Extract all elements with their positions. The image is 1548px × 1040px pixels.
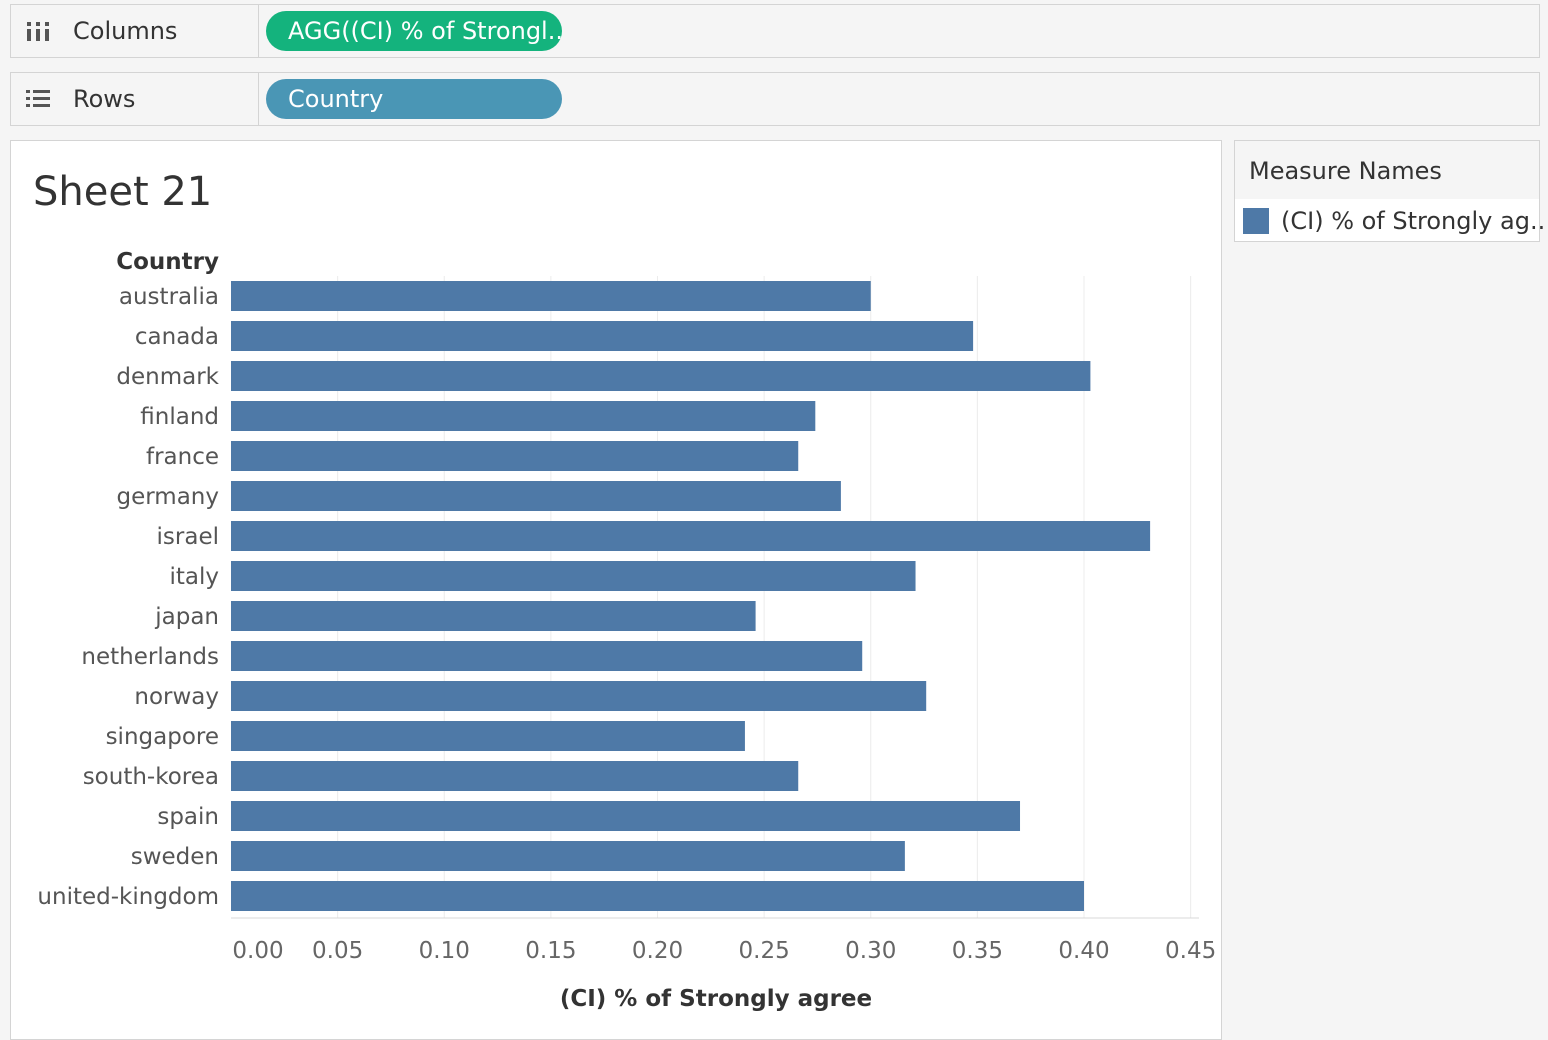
legend: Measure Names (CI) % of Strongly ag.. <box>1234 140 1545 242</box>
bar-finland[interactable] <box>231 401 816 431</box>
bar-south-korea[interactable] <box>231 761 799 791</box>
x-tick-label: 0.00 <box>232 938 283 964</box>
category-label: italy <box>169 564 219 590</box>
worksheet: Sheet 21 0.00 0.05 0.10 0.15 0.20 0.25 0.30 0.3… <box>10 140 1222 1040</box>
x-tick-label: 0.05 <box>312 938 363 964</box>
category-label: denmark <box>116 364 219 390</box>
bar-denmark[interactable] <box>231 361 1091 391</box>
x-tick-label: 0.45 <box>1165 938 1216 964</box>
bar-germany[interactable] <box>231 481 841 511</box>
bar-netherlands[interactable] <box>231 641 863 671</box>
category-label: netherlands <box>81 644 219 670</box>
category-label: canada <box>135 324 219 350</box>
bar-norway[interactable] <box>231 681 927 711</box>
rows-pill[interactable]: Country <box>266 79 562 119</box>
category-label: australia <box>119 284 219 310</box>
bar-spain[interactable] <box>231 801 1021 831</box>
category-label: finland <box>140 404 219 430</box>
legend-title: Measure Names <box>1235 141 1539 199</box>
x-tick-label: 0.40 <box>1058 938 1109 964</box>
rows-label: Rows <box>73 85 136 113</box>
x-tick-label: 0.20 <box>632 938 683 964</box>
legend-item-label: (CI) % of Strongly ag.. <box>1281 207 1546 235</box>
bar-united-kingdom[interactable] <box>231 881 1084 911</box>
x-tick-label: 0.30 <box>845 938 896 964</box>
bar-israel[interactable] <box>231 521 1151 551</box>
x-tick-label: 0.10 <box>419 938 470 964</box>
columns-icon <box>27 22 49 41</box>
bar-italy[interactable] <box>231 561 916 591</box>
columns-shelf: Columns AGG((CI) % of Strongl.. <box>10 4 1540 58</box>
bar-singapore[interactable] <box>231 721 745 751</box>
x-tick-label: 0.35 <box>952 938 1003 964</box>
x-tick-label: 0.15 <box>525 938 576 964</box>
category-label: germany <box>117 484 220 510</box>
category-label: norway <box>134 684 219 710</box>
bar-japan[interactable] <box>231 601 756 631</box>
columns-pill[interactable]: AGG((CI) % of Strongl.. <box>266 11 562 51</box>
category-label: spain <box>157 804 219 830</box>
rows-icon <box>26 90 50 107</box>
category-label: singapore <box>106 724 219 750</box>
category-label: israel <box>157 524 219 550</box>
rows-shelf-label: Rows <box>11 73 259 125</box>
bar-sweden[interactable] <box>231 841 905 871</box>
y-axis-title: Country <box>116 249 219 275</box>
bar-france[interactable] <box>231 441 799 471</box>
x-tick-label: 0.25 <box>739 938 790 964</box>
legend-swatch <box>1243 208 1269 234</box>
category-label: france <box>146 444 219 470</box>
category-label: sweden <box>131 844 219 870</box>
bar-canada[interactable] <box>231 321 974 351</box>
sheet-title: Sheet 21 <box>33 169 213 215</box>
legend-item[interactable]: (CI) % of Strongly ag.. <box>1243 205 1545 237</box>
bar-australia[interactable] <box>231 281 871 311</box>
category-label: japan <box>154 604 219 630</box>
columns-label: Columns <box>73 17 178 45</box>
columns-shelf-label: Columns <box>11 5 259 57</box>
x-axis-title: (CI) % of Strongly agree <box>560 986 872 1012</box>
rows-shelf: Rows Country <box>10 72 1540 126</box>
bar-chart: 0.00 0.05 0.10 0.15 0.20 0.25 0.30 0.35 0.40 0.45… <box>37 249 1216 1012</box>
category-label: south-korea <box>83 764 219 790</box>
category-label: united-kingdom <box>37 884 219 910</box>
